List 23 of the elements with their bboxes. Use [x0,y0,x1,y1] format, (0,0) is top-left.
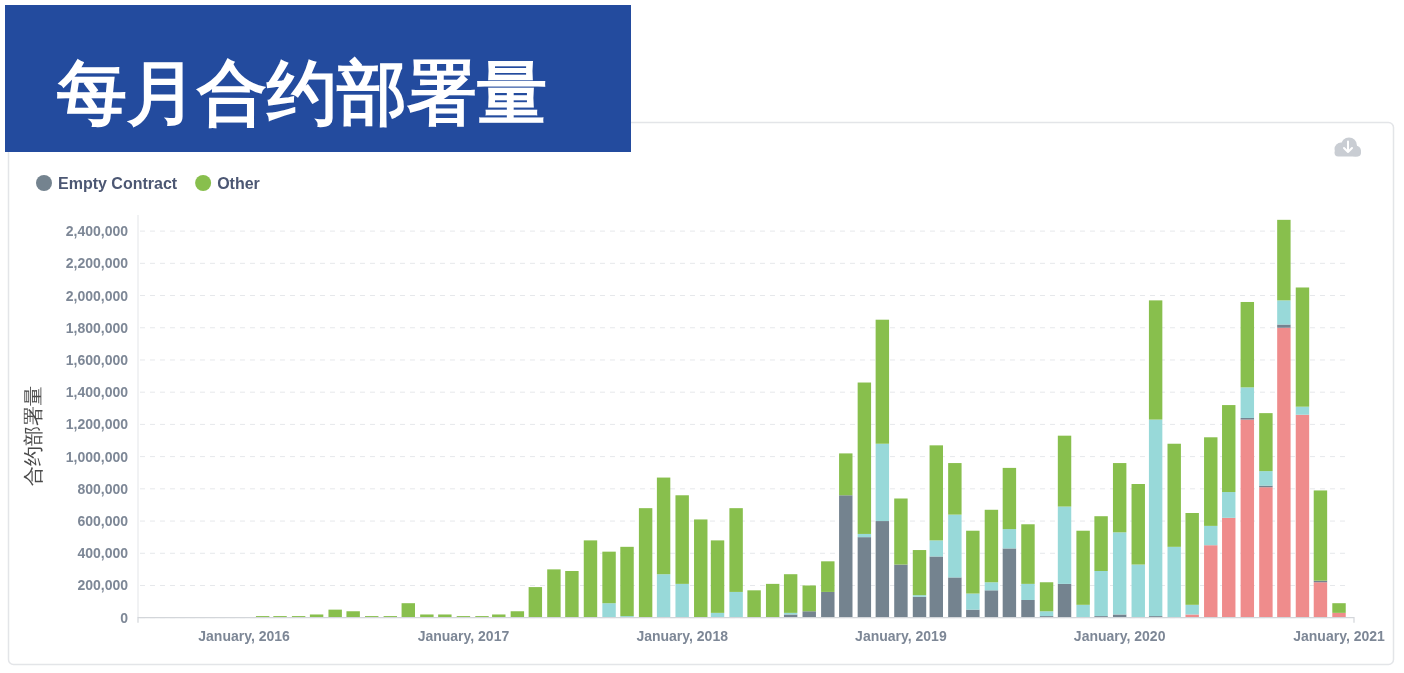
y-tick-label: 1,400,000 [65,384,129,401]
chart-title: 每月合约部署量 [56,54,547,132]
x-tick-label: January, 2016 [198,628,291,644]
x-tick-label: January, 2019 [855,628,947,644]
x-tick-label: January, 2020 [1073,628,1166,644]
legend-label: Other [217,175,260,192]
x-tick-label: January, 2021 [1293,628,1386,644]
y-tick-label: 1,600,000 [65,351,129,368]
y-tick-label: 400,000 [77,545,129,562]
y-tick-label: 2,000,000 [65,287,129,304]
y-tick-label: 800,000 [77,480,129,497]
y-axis-title: 合约部署量 [22,386,44,486]
x-tick-label: January, 2018 [636,628,729,644]
y-tick-label: 1,200,000 [65,416,129,433]
y-tick-label: 0 [120,609,129,626]
x-tick-label: January, 2017 [417,628,510,644]
y-tick-label: 1,000,000 [65,448,129,465]
y-tick-label: 2,200,000 [65,255,129,272]
y-tick-label: 600,000 [77,513,129,530]
y-tick-label: 2,400,000 [65,223,129,240]
y-tick-label: 200,000 [77,577,129,594]
y-tick-label: 1,800,000 [65,319,129,336]
legend-label: Empty Contract [58,175,178,192]
